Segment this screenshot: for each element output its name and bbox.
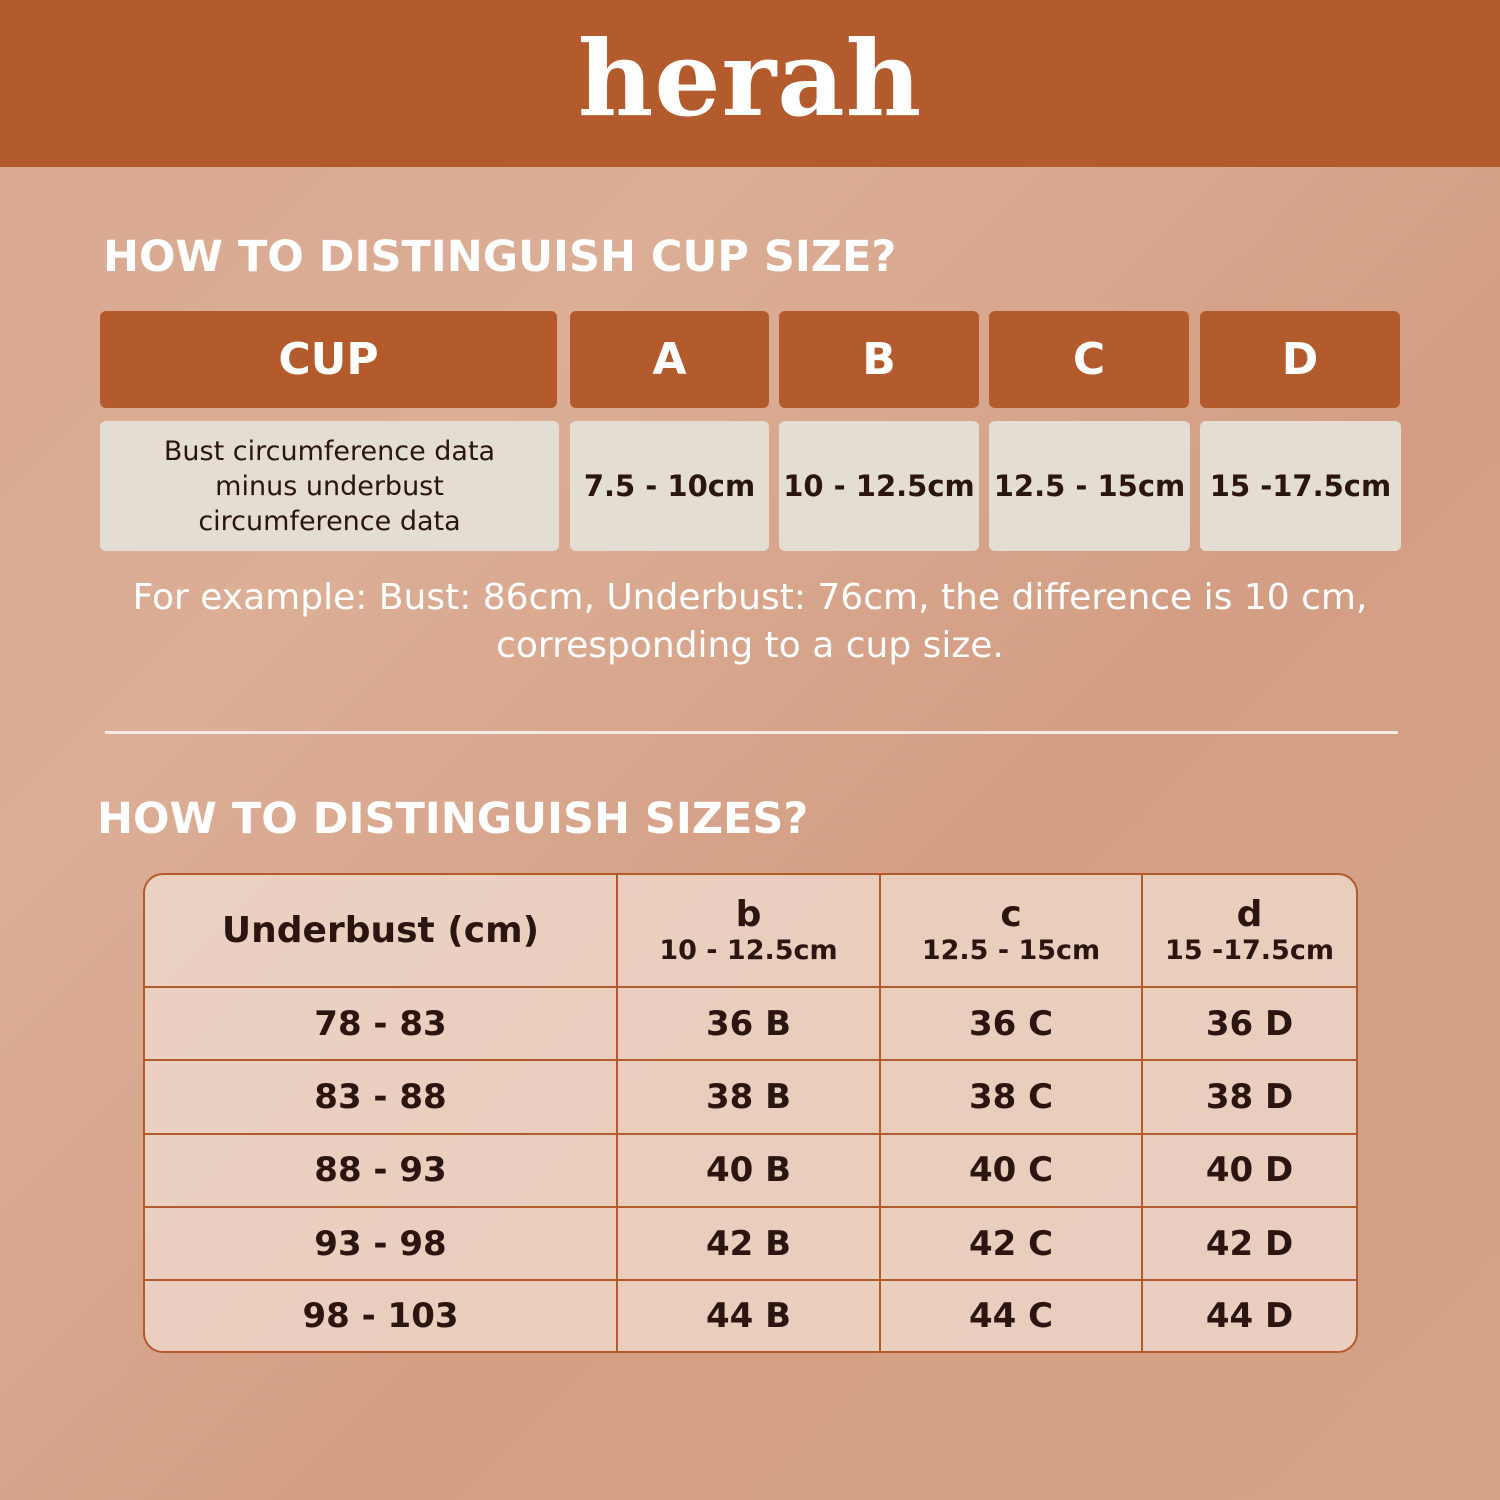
- column-label: b: [735, 894, 762, 935]
- cup-header-b: B: [779, 311, 979, 408]
- size-cell: 36 B: [618, 988, 881, 1062]
- underbust-cell: 98 - 103: [145, 1281, 618, 1351]
- underbust-cell: 83 - 88: [145, 1061, 618, 1135]
- column-label: d: [1236, 894, 1263, 935]
- table-row: 98 - 103 44 B 44 C 44 D: [145, 1281, 1356, 1351]
- brand-header: herah: [0, 0, 1500, 167]
- underbust-cell: 88 - 93: [145, 1134, 618, 1208]
- size-cell: 40 D: [1143, 1135, 1356, 1208]
- brand-logo: herah: [577, 17, 923, 140]
- table-row: 83 - 88 38 B 38 C 38 D: [145, 1061, 1356, 1135]
- size-cell: 44 C: [881, 1281, 1143, 1351]
- cup-value-c: 12.5 - 15cm: [989, 421, 1190, 551]
- example-text: For example: Bust: 86cm, Underbust: 76cm…: [132, 577, 1368, 666]
- cup-value-d: 15 -17.5cm: [1200, 421, 1401, 551]
- table-row: 88 - 93 40 B 40 C 40 D: [145, 1134, 1356, 1208]
- size-cell: 36 C: [881, 988, 1143, 1062]
- section-divider: [105, 731, 1398, 734]
- size-table-header: Underbust (cm) b 10 - 12.5cm c 12.5 - 15cm…: [145, 875, 1356, 988]
- column-label: c: [1000, 894, 1022, 935]
- column-range: 15 -17.5cm: [1165, 935, 1334, 966]
- size-section-heading: HOW TO DISTINGUISH SIZES?: [97, 794, 809, 844]
- size-cell: 42 D: [1143, 1208, 1356, 1282]
- size-cell: 40 C: [881, 1134, 1143, 1208]
- cup-header-c: C: [989, 311, 1189, 408]
- cup-section-heading: HOW TO DISTINGUISH CUP SIZE?: [103, 232, 897, 282]
- size-cell: 36 D: [1143, 988, 1356, 1062]
- underbust-cell: 93 - 98: [145, 1207, 618, 1282]
- size-cell: 42 B: [618, 1207, 881, 1282]
- column-header-c: c 12.5 - 15cm: [881, 875, 1143, 988]
- column-range: 10 - 12.5cm: [659, 935, 838, 966]
- column-header-underbust: Underbust (cm): [145, 875, 618, 988]
- table-row: 93 - 98 42 B 42 C 42 D: [145, 1207, 1356, 1282]
- cup-header-a: A: [570, 311, 769, 408]
- column-header-d: d 15 -17.5cm: [1143, 875, 1356, 988]
- column-header-b: b 10 - 12.5cm: [618, 875, 881, 988]
- table-row: 78 - 83 36 B 36 C 36 D: [145, 988, 1356, 1062]
- cup-value-a: 7.5 - 10cm: [570, 421, 769, 551]
- cup-header-label: CUP: [100, 311, 557, 408]
- cup-row-description: Bust circumference data minus underbust …: [100, 421, 559, 551]
- size-cell: 38 D: [1143, 1061, 1356, 1135]
- size-cell: 44 D: [1205, 1296, 1294, 1337]
- underbust-cell: 78 - 83: [145, 988, 618, 1062]
- size-table: Underbust (cm) b 10 - 12.5cm c 12.5 - 15cm…: [143, 873, 1358, 1353]
- column-label: Underbust (cm): [221, 909, 540, 951]
- size-cell: 42 C: [881, 1207, 1143, 1282]
- cup-header-d: D: [1200, 311, 1400, 408]
- size-cell: 44 B: [618, 1281, 881, 1351]
- size-cell: 40 B: [618, 1134, 881, 1208]
- column-range: 12.5 - 15cm: [921, 935, 1101, 966]
- cup-value-b: 10 - 12.5cm: [779, 421, 979, 551]
- size-cell: 38 B: [618, 1061, 881, 1135]
- size-cell: 38 C: [881, 1061, 1143, 1135]
